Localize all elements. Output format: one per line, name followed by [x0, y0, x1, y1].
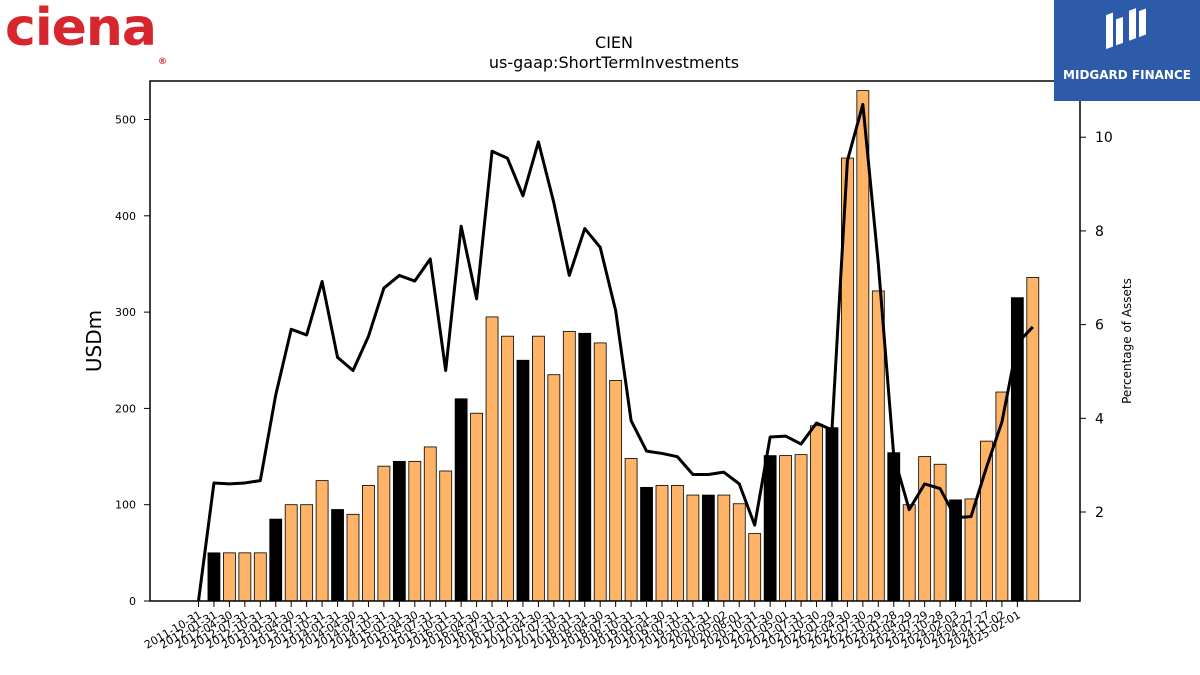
- bar: [423, 446, 437, 602]
- bar: [300, 504, 314, 602]
- x-axis: 2011-10-312012-01-312012-04-302012-07-31…: [142, 601, 1023, 652]
- bar: [362, 485, 375, 602]
- chart-subtitle: us-gaap:ShortTermInvestments: [489, 53, 739, 72]
- y2-tick-label: 4: [1095, 411, 1104, 427]
- plot-frame: [149, 80, 1081, 602]
- midgard-finance-wordmark: MIDGARD FINANCE: [1063, 68, 1191, 82]
- bar: [810, 425, 823, 602]
- bar: [671, 485, 684, 602]
- bar: [238, 552, 252, 602]
- bar: [315, 480, 329, 602]
- bar: [640, 486, 653, 602]
- bar: [918, 456, 932, 602]
- bars-layer: [207, 90, 1040, 602]
- bar: [578, 332, 592, 602]
- y2-tick-label: 6: [1095, 318, 1104, 334]
- bar: [701, 494, 715, 602]
- bar: [825, 427, 839, 602]
- bar: [331, 509, 344, 602]
- bar: [470, 412, 484, 602]
- line-layer: [197, 102, 1034, 602]
- bar: [655, 485, 669, 602]
- y-axis-label: USDm: [82, 310, 106, 372]
- bar: [392, 460, 406, 602]
- bar: [501, 335, 514, 602]
- bar: [748, 533, 762, 602]
- ciena-logo: ciena®: [5, 0, 167, 67]
- bar: [439, 470, 453, 602]
- bar: [732, 503, 746, 602]
- bar: [377, 465, 391, 602]
- chart-title: CIEN: [595, 33, 633, 52]
- bar: [871, 290, 885, 602]
- line-series-percentage-of-assets: [197, 102, 1034, 602]
- bar: [794, 454, 808, 602]
- bar: [532, 335, 545, 602]
- bar: [222, 552, 236, 602]
- bar: [933, 463, 947, 602]
- y2-tick-label: 8: [1095, 224, 1104, 240]
- y2-tick-label: 2: [1095, 505, 1104, 521]
- y-tick-label: 500: [115, 114, 136, 127]
- bar: [346, 513, 360, 602]
- bar: [717, 494, 731, 602]
- bar: [1026, 277, 1040, 602]
- bar: [562, 330, 576, 602]
- bar: [609, 380, 623, 602]
- y-axis-right: 2 4 6 8 10: [1080, 130, 1113, 521]
- bar: [624, 458, 638, 602]
- bar: [686, 494, 700, 602]
- y2-tick-label: 10: [1095, 130, 1113, 146]
- midgard-finance-logo: MIDGARD FINANCE: [1054, 0, 1200, 101]
- y-tick-label: 100: [115, 499, 136, 512]
- y-tick-label: 200: [115, 402, 136, 415]
- bar: [902, 504, 916, 602]
- bar: [207, 552, 221, 602]
- midgard-icon: [1106, 8, 1146, 50]
- bar: [593, 342, 607, 602]
- bar: [856, 90, 870, 602]
- bar: [408, 460, 422, 602]
- bar: [516, 359, 530, 602]
- bar: [284, 504, 298, 602]
- bar: [763, 455, 777, 602]
- y-tick-label: 300: [115, 306, 136, 319]
- bar: [547, 374, 561, 602]
- bar: [454, 398, 468, 602]
- y2-axis-label: Percentage of Assets: [1120, 278, 1134, 404]
- y-tick-label: 0: [129, 595, 136, 608]
- bar: [485, 316, 499, 602]
- bar: [269, 518, 283, 602]
- y-tick-label: 400: [115, 210, 136, 223]
- bar: [779, 455, 792, 602]
- y-axis-left: 0 100 200 300 400 500: [115, 114, 150, 608]
- bar: [253, 552, 267, 602]
